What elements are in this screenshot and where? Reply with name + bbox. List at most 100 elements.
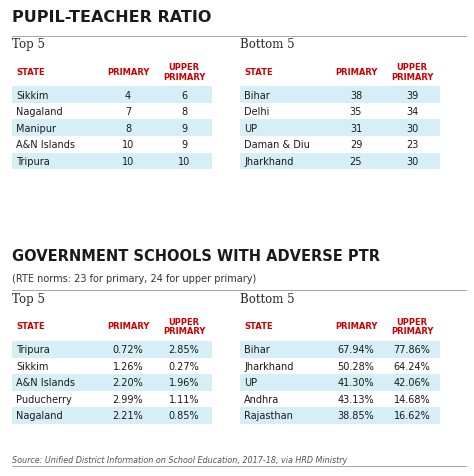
Text: 10: 10 bbox=[122, 157, 134, 167]
Text: STATE: STATE bbox=[16, 68, 45, 77]
Text: 29: 29 bbox=[350, 140, 362, 150]
Text: UPPER
PRIMARY: UPPER PRIMARY bbox=[163, 317, 205, 336]
Bar bbox=[12, 87, 212, 104]
Bar bbox=[240, 341, 440, 358]
Text: UP: UP bbox=[244, 377, 257, 387]
Bar bbox=[240, 137, 440, 153]
Text: STATE: STATE bbox=[244, 322, 273, 331]
Text: Bottom 5: Bottom 5 bbox=[240, 39, 295, 51]
Text: 2.21%: 2.21% bbox=[113, 410, 143, 420]
Text: 30: 30 bbox=[406, 157, 418, 167]
Text: 9: 9 bbox=[181, 140, 187, 150]
Text: (RTE norms: 23 for primary, 24 for upper primary): (RTE norms: 23 for primary, 24 for upper… bbox=[12, 274, 256, 284]
Bar bbox=[12, 120, 212, 137]
Text: Rajasthan: Rajasthan bbox=[244, 410, 293, 420]
Bar bbox=[240, 374, 440, 391]
Text: UPPER
PRIMARY: UPPER PRIMARY bbox=[391, 317, 433, 336]
Bar bbox=[240, 153, 440, 169]
Bar bbox=[12, 407, 212, 424]
Bar bbox=[12, 391, 212, 407]
Text: 8: 8 bbox=[125, 123, 131, 133]
Text: 42.06%: 42.06% bbox=[393, 377, 430, 387]
Bar bbox=[240, 407, 440, 424]
Text: 77.86%: 77.86% bbox=[393, 345, 430, 355]
Text: 2.99%: 2.99% bbox=[113, 394, 143, 404]
Text: 67.94%: 67.94% bbox=[337, 345, 374, 355]
Text: Top 5: Top 5 bbox=[12, 292, 45, 306]
Text: PRIMARY: PRIMARY bbox=[107, 68, 149, 77]
Bar bbox=[12, 153, 212, 169]
Text: 23: 23 bbox=[406, 140, 418, 150]
Text: 35: 35 bbox=[350, 107, 362, 117]
Text: Jharkhand: Jharkhand bbox=[244, 157, 293, 167]
Text: 2.20%: 2.20% bbox=[113, 377, 143, 387]
Text: 34: 34 bbox=[406, 107, 418, 117]
Text: PRIMARY: PRIMARY bbox=[335, 322, 377, 331]
Bar bbox=[240, 120, 440, 137]
Bar bbox=[12, 104, 212, 120]
Text: Nagaland: Nagaland bbox=[16, 410, 63, 420]
Text: UPPER
PRIMARY: UPPER PRIMARY bbox=[163, 63, 205, 82]
Bar bbox=[12, 374, 212, 391]
Text: Sikkim: Sikkim bbox=[16, 361, 48, 371]
Text: 9: 9 bbox=[181, 123, 187, 133]
Text: STATE: STATE bbox=[16, 322, 45, 331]
Text: 38.85%: 38.85% bbox=[337, 410, 374, 420]
Bar bbox=[240, 87, 440, 104]
Text: 39: 39 bbox=[406, 90, 418, 100]
Text: 1.96%: 1.96% bbox=[169, 377, 199, 387]
Text: Bihar: Bihar bbox=[244, 90, 270, 100]
Text: 41.30%: 41.30% bbox=[337, 377, 374, 387]
Text: 25: 25 bbox=[350, 157, 362, 167]
Text: PUPIL-TEACHER RATIO: PUPIL-TEACHER RATIO bbox=[12, 10, 211, 25]
Text: 16.62%: 16.62% bbox=[393, 410, 430, 420]
Text: STATE: STATE bbox=[244, 68, 273, 77]
Text: Daman & Diu: Daman & Diu bbox=[244, 140, 310, 150]
Bar bbox=[12, 341, 212, 358]
Text: 6: 6 bbox=[181, 90, 187, 100]
Text: Bihar: Bihar bbox=[244, 345, 270, 355]
Text: 43.13%: 43.13% bbox=[337, 394, 374, 404]
Text: Delhi: Delhi bbox=[244, 107, 269, 117]
Bar bbox=[12, 137, 212, 153]
Text: 14.68%: 14.68% bbox=[394, 394, 430, 404]
Text: 10: 10 bbox=[122, 140, 134, 150]
Text: Nagaland: Nagaland bbox=[16, 107, 63, 117]
Text: 4: 4 bbox=[125, 90, 131, 100]
Text: 50.28%: 50.28% bbox=[337, 361, 374, 371]
Text: A&N Islands: A&N Islands bbox=[16, 140, 75, 150]
Text: Source: Unified District Information on School Education, 2017-18, via HRD Minis: Source: Unified District Information on … bbox=[12, 455, 347, 464]
Text: 8: 8 bbox=[181, 107, 187, 117]
Text: 0.27%: 0.27% bbox=[169, 361, 200, 371]
Text: Top 5: Top 5 bbox=[12, 39, 45, 51]
Text: 64.24%: 64.24% bbox=[393, 361, 430, 371]
Text: 30: 30 bbox=[406, 123, 418, 133]
Text: Bottom 5: Bottom 5 bbox=[240, 292, 295, 306]
Text: 1.26%: 1.26% bbox=[113, 361, 143, 371]
Text: Puducherry: Puducherry bbox=[16, 394, 72, 404]
Text: 38: 38 bbox=[350, 90, 362, 100]
Text: 31: 31 bbox=[350, 123, 362, 133]
Bar bbox=[240, 104, 440, 120]
Text: UP: UP bbox=[244, 123, 257, 133]
Text: 7: 7 bbox=[125, 107, 131, 117]
Text: PRIMARY: PRIMARY bbox=[107, 322, 149, 331]
Text: Andhra: Andhra bbox=[244, 394, 279, 404]
Text: Jharkhand: Jharkhand bbox=[244, 361, 293, 371]
Text: 1.11%: 1.11% bbox=[169, 394, 199, 404]
Text: Sikkim: Sikkim bbox=[16, 90, 48, 100]
Text: 0.85%: 0.85% bbox=[169, 410, 199, 420]
Bar bbox=[240, 391, 440, 407]
Text: GOVERNMENT SCHOOLS WITH ADVERSE PTR: GOVERNMENT SCHOOLS WITH ADVERSE PTR bbox=[12, 248, 380, 263]
Text: UPPER
PRIMARY: UPPER PRIMARY bbox=[391, 63, 433, 82]
Text: 10: 10 bbox=[178, 157, 190, 167]
Bar bbox=[240, 358, 440, 374]
Text: 0.72%: 0.72% bbox=[113, 345, 143, 355]
Bar bbox=[12, 358, 212, 374]
Text: 2.85%: 2.85% bbox=[169, 345, 200, 355]
Text: PRIMARY: PRIMARY bbox=[335, 68, 377, 77]
Text: A&N Islands: A&N Islands bbox=[16, 377, 75, 387]
Text: Tripura: Tripura bbox=[16, 157, 50, 167]
Text: Tripura: Tripura bbox=[16, 345, 50, 355]
Text: Manipur: Manipur bbox=[16, 123, 56, 133]
